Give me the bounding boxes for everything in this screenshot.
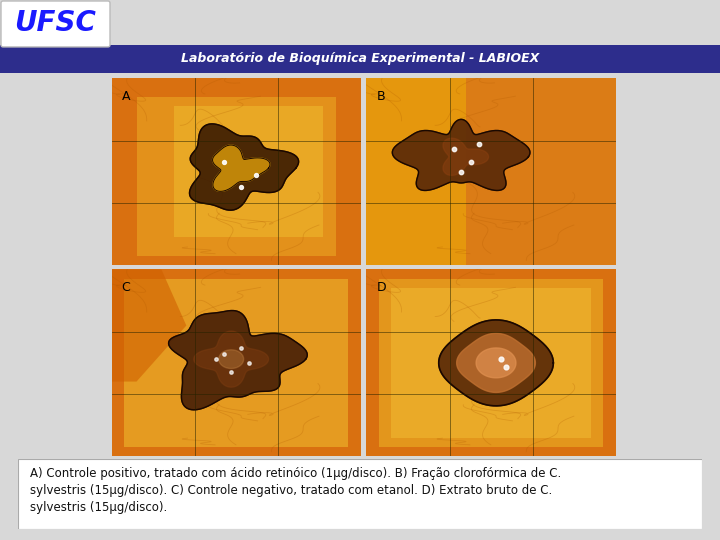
Point (218, 158, 230, 167)
Polygon shape (392, 119, 530, 191)
Point (210, 355, 222, 363)
Point (465, 158, 477, 167)
Polygon shape (438, 320, 554, 406)
Text: B: B (377, 90, 385, 103)
Polygon shape (168, 310, 307, 410)
Text: C: C (122, 281, 130, 294)
Polygon shape (189, 124, 299, 210)
Polygon shape (456, 333, 536, 393)
Polygon shape (443, 138, 489, 176)
Bar (174, 106, 323, 237)
Point (448, 145, 459, 153)
PathPatch shape (112, 269, 186, 382)
Polygon shape (476, 348, 516, 378)
Text: A: A (122, 90, 130, 103)
Point (243, 359, 254, 367)
Bar (0, 45, 720, 73)
FancyBboxPatch shape (1, 1, 110, 47)
Point (473, 139, 485, 148)
Point (225, 368, 237, 376)
Bar (366, 78, 466, 265)
FancyBboxPatch shape (18, 459, 702, 529)
Polygon shape (194, 331, 269, 387)
Point (218, 349, 230, 358)
Polygon shape (219, 350, 243, 368)
Point (500, 362, 512, 371)
Text: Laboratório de Bioquímica Experimental - LABIOEX: Laboratório de Bioquímica Experimental -… (181, 52, 539, 65)
Point (495, 355, 507, 363)
Polygon shape (212, 145, 270, 191)
Point (235, 183, 247, 191)
Text: D: D (377, 281, 386, 294)
Point (455, 167, 467, 176)
Text: UFSC: UFSC (14, 9, 96, 37)
Point (235, 343, 247, 352)
Bar (137, 97, 336, 256)
Text: A) Controle positivo, tratado com ácido retinóico (1μg/disco). B) Fração clorofó: A) Controle positivo, tratado com ácido … (30, 468, 562, 515)
Point (251, 171, 262, 180)
Bar (392, 288, 590, 437)
